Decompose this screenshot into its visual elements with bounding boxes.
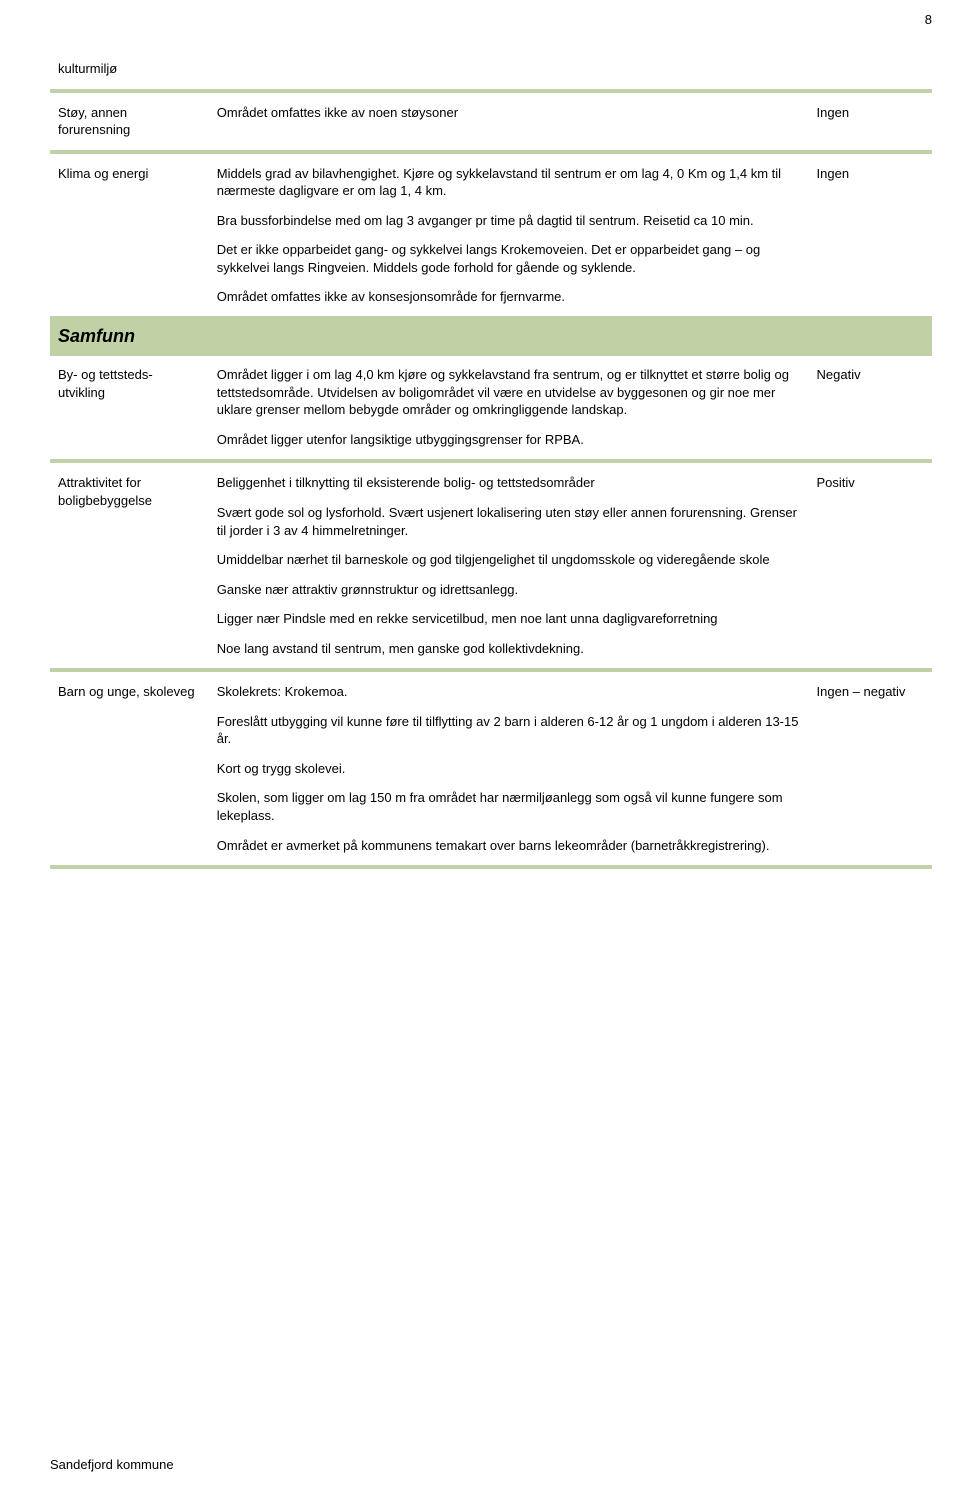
paragraph: Skolekrets: Krokemoa. <box>217 683 799 701</box>
row-label: kulturmiljø <box>50 50 209 88</box>
row-label: Klima og energi <box>50 155 209 316</box>
paragraph: Ganske nær attraktiv grønnstruktur og id… <box>217 581 799 599</box>
paragraph: Noe lang avstand til sentrum, men ganske… <box>217 640 799 658</box>
row-desc: Området omfattes ikke av noen støysoner <box>209 94 809 149</box>
paragraph: Svært gode sol og lysforhold. Svært usje… <box>217 504 799 539</box>
row-value <box>809 50 932 88</box>
page-number: 8 <box>925 12 932 27</box>
table-row: Barn og unge, skoleveg Skolekrets: Kroke… <box>50 673 932 864</box>
row-label: Barn og unge, skoleveg <box>50 673 209 864</box>
assessment-table: kulturmiljø Støy, annen forurensning Omr… <box>50 50 932 870</box>
row-value: Ingen <box>809 94 932 149</box>
row-label: Attraktivitet for boligbebyggelse <box>50 464 209 667</box>
table-row: Klima og energi Middels grad av bilavhen… <box>50 155 932 316</box>
paragraph: Skolen, som ligger om lag 150 m fra områ… <box>217 789 799 824</box>
footer-text: Sandefjord kommune <box>50 1457 174 1472</box>
table-row: By- og tettsteds-utvikling Området ligge… <box>50 356 932 458</box>
row-desc <box>209 50 809 88</box>
row-label: Støy, annen forurensning <box>50 94 209 149</box>
table-row: Støy, annen forurensning Området omfatte… <box>50 94 932 149</box>
paragraph: Foreslått utbygging vil kunne føre til t… <box>217 713 799 748</box>
row-value: Ingen <box>809 155 932 316</box>
paragraph: Middels grad av bilavhengighet. Kjøre og… <box>217 165 799 200</box>
row-desc: Middels grad av bilavhengighet. Kjøre og… <box>209 155 809 316</box>
paragraph: Området er avmerket på kommunens temakar… <box>217 837 799 855</box>
paragraph: Området omfattes ikke av konsesjonsområd… <box>217 288 799 306</box>
divider-band <box>50 864 932 870</box>
row-label: By- og tettsteds-utvikling <box>50 356 209 458</box>
row-desc: Området ligger i om lag 4,0 km kjøre og … <box>209 356 809 458</box>
paragraph: Ligger nær Pindsle med en rekke servicet… <box>217 610 799 628</box>
row-value: Positiv <box>809 464 932 667</box>
table-row: Attraktivitet for boligbebyggelse Beligg… <box>50 464 932 667</box>
row-desc: Beliggenhet i tilknytting til eksisteren… <box>209 464 809 667</box>
row-value: Negativ <box>809 356 932 458</box>
main-content: kulturmiljø Støy, annen forurensning Omr… <box>0 0 960 910</box>
paragraph: Området ligger utenfor langsiktige utbyg… <box>217 431 799 449</box>
paragraph: Området ligger i om lag 4,0 km kjøre og … <box>217 366 799 419</box>
section-title: Samfunn <box>58 326 135 346</box>
paragraph: Umiddelbar nærhet til barneskole og god … <box>217 551 799 569</box>
section-header-row: Samfunn <box>50 316 932 356</box>
paragraph: Kort og trygg skolevei. <box>217 760 799 778</box>
paragraph: Beliggenhet i tilknytting til eksisteren… <box>217 474 799 492</box>
paragraph: Det er ikke opparbeidet gang- og sykkelv… <box>217 241 799 276</box>
row-value: Ingen – negativ <box>809 673 932 864</box>
table-row: kulturmiljø <box>50 50 932 88</box>
section-title-cell: Samfunn <box>50 316 932 356</box>
paragraph: Bra bussforbindelse med om lag 3 avgange… <box>217 212 799 230</box>
row-desc: Skolekrets: Krokemoa. Foreslått utbyggin… <box>209 673 809 864</box>
